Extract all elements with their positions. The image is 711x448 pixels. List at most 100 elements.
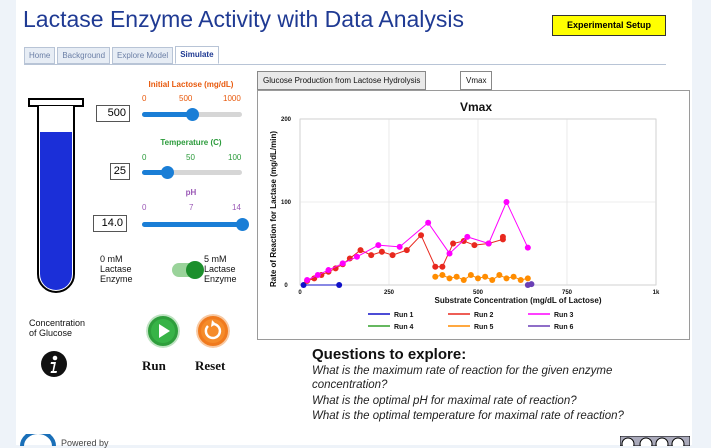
question-line-1: What is the maximum rate of reaction for… [312,365,613,377]
data-point [389,252,396,259]
vmax-chart: Vmax Rate of Reaction for Lactase (mg/dL… [269,100,660,331]
reset-button[interactable] [196,314,230,348]
enzyme-max-label: 5 mM Lactase Enzyme [204,254,237,284]
tab-explore-model[interactable]: Explore Model [112,47,174,64]
reset-button-label[interactable]: Reset [195,358,226,373]
data-point [378,248,385,255]
lactose-tick-max: 1000 [223,94,241,103]
temperature-slider[interactable] [142,166,242,179]
ph-tick-mid: 7 [189,203,194,212]
ph-slider-thumb[interactable] [236,218,249,231]
series-line [306,200,529,281]
tab-vmax[interactable]: Vmax [460,71,493,90]
data-point [314,272,321,279]
question-line-3: What is the optimal pH for maximal rate … [312,395,577,407]
legend-label: Run 6 [554,324,574,331]
lactose-slider-thumb[interactable] [186,108,199,121]
enzyme-min-label: 0 mM Lactase Enzyme [100,254,133,284]
x-tick-label: 0 [298,290,302,296]
tabs-divider [24,64,666,65]
data-point [418,232,425,239]
y-tick-label: 200 [281,117,292,123]
temperature-tick-mid: 50 [186,153,195,162]
data-point [467,272,474,279]
legend-label: Run 2 [474,312,494,319]
run-button[interactable] [146,314,180,348]
data-point [450,240,457,247]
data-point [368,252,375,259]
data-point [432,273,439,280]
chart-y-label: Rate of Reaction for Lactase (mg/dL/min) [269,131,278,287]
x-tick-label: 1k [653,290,660,296]
data-point [524,275,531,282]
data-point [425,219,432,226]
data-point [439,263,446,270]
temperature-slider-thumb[interactable] [161,166,174,179]
data-point [339,260,346,267]
enzyme-toggle-knob[interactable] [186,261,204,279]
question-line-4: What is the optimal temperature for maxi… [312,410,624,422]
lactose-input[interactable]: 500 [96,105,130,122]
powered-by-logo-icon [20,434,56,446]
tab-home[interactable]: Home [24,47,56,64]
data-point [489,277,496,284]
experimental-setup-button[interactable]: Experimental Setup [552,15,666,36]
creative-commons-badge-icon [620,436,690,446]
lactose-slider-title: Initial Lactose (mg/dL) [148,80,234,89]
chart-x-label: Substrate Concentration (mg/dL of Lactos… [435,296,602,305]
lactose-slider[interactable] [142,108,242,121]
ph-input[interactable]: 14.0 [93,215,127,232]
tab-simulate[interactable]: Simulate [175,46,219,64]
data-point [510,273,517,280]
lactose-slider-fill [142,112,192,117]
data-point [471,242,478,249]
reset-icon [204,322,222,340]
temperature-input[interactable]: 25 [110,163,130,180]
ph-tick-max: 14 [232,203,241,212]
tab-glucose-production[interactable]: Glucose Production from Lactose Hydrolys… [257,71,427,90]
lactose-tick-min: 0 [142,94,147,103]
data-point [304,277,311,284]
data-point [464,233,471,240]
data-point [482,273,489,280]
series-3 [304,199,531,284]
data-point [403,247,410,254]
data-point [503,275,510,282]
x-tick-label: 250 [384,290,395,296]
y-tick-label: 0 [284,283,288,289]
temperature-tick-max: 100 [228,153,242,162]
test-tube-icon [28,98,84,293]
legend-label: Run 4 [394,324,414,331]
legend-label: Run 1 [394,312,414,319]
ph-tick-min: 0 [142,203,147,212]
ph-slider[interactable] [142,218,249,231]
series-5 [432,272,531,284]
glucose-concentration-label: Concentration of Glucose [29,318,86,338]
y-tick-label: 100 [281,200,292,206]
data-point [499,233,506,240]
data-point [485,240,492,247]
series-1 [300,282,343,288]
data-point [432,263,439,270]
data-point [453,273,460,280]
chart-title: Vmax [460,100,492,114]
data-point [460,238,467,245]
question-line-2: concentration? [312,379,388,391]
data-point [439,272,446,279]
app-page: Lactase Enzyme Activity with Data Analys… [16,0,692,448]
data-point [460,277,467,284]
tab-background[interactable]: Background [57,47,111,64]
ph-slider-title: pH [185,188,197,197]
legend-label: Run 3 [554,312,574,319]
data-point [446,250,453,257]
data-point [503,199,510,205]
data-point [524,244,531,251]
x-tick-label: 750 [562,290,573,296]
play-icon [159,324,170,338]
run-button-label[interactable]: Run [142,358,166,373]
enzyme-toggle[interactable] [172,261,204,279]
info-icon[interactable] [40,350,68,378]
data-point [357,247,364,254]
temperature-slider-title: Temperature (C) [160,138,222,147]
data-point [300,282,307,288]
